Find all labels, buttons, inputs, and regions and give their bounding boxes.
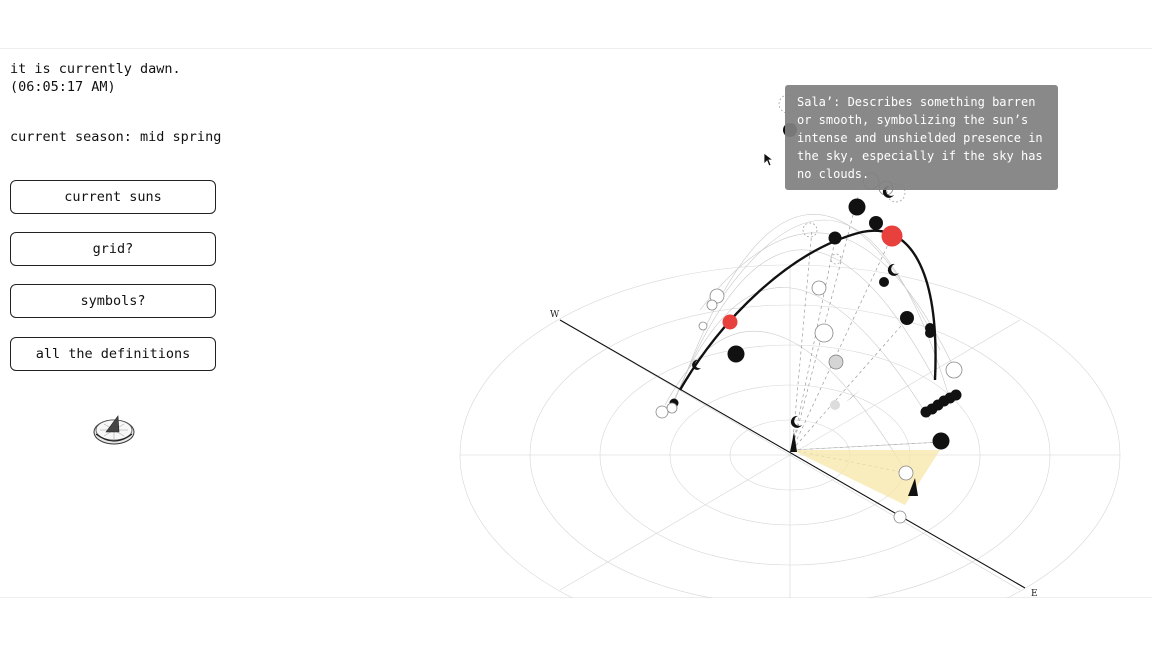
time-status: it is currently dawn. (06:05:17 AM) (10, 60, 181, 96)
sun-current-red (881, 225, 903, 247)
dawn-text: it is currently dawn. (10, 61, 181, 77)
ground-grid (459, 264, 1121, 598)
gnomon-marker (790, 432, 797, 452)
symbols-button[interactable]: symbols? (10, 284, 216, 318)
grid-button[interactable]: grid? (10, 232, 216, 266)
sun-hatched (828, 354, 844, 370)
sun-dawn-red (722, 314, 738, 330)
arrow-cursor-icon (763, 152, 775, 167)
sundial-icon[interactable] (92, 408, 136, 448)
definition-tooltip: Sala’: Describes something barren or smo… (785, 85, 1058, 190)
season-text: current season: mid spring (10, 129, 222, 145)
east-label: E (1031, 589, 1038, 598)
west-label: W (550, 310, 560, 320)
sun-path-current (678, 229, 937, 391)
shadow-tip-marker (908, 478, 918, 496)
current-suns-button[interactable]: current suns (10, 180, 216, 214)
direction-arrow-icon (846, 390, 860, 402)
clock-text: (06:05:17 AM) (10, 79, 116, 95)
all-definitions-button[interactable]: all the definitions (10, 337, 216, 371)
shadow-wedge (792, 450, 940, 505)
sky-meridians (664, 214, 956, 471)
moon-crescents (692, 185, 899, 428)
west-east-axis (559, 319, 1026, 589)
